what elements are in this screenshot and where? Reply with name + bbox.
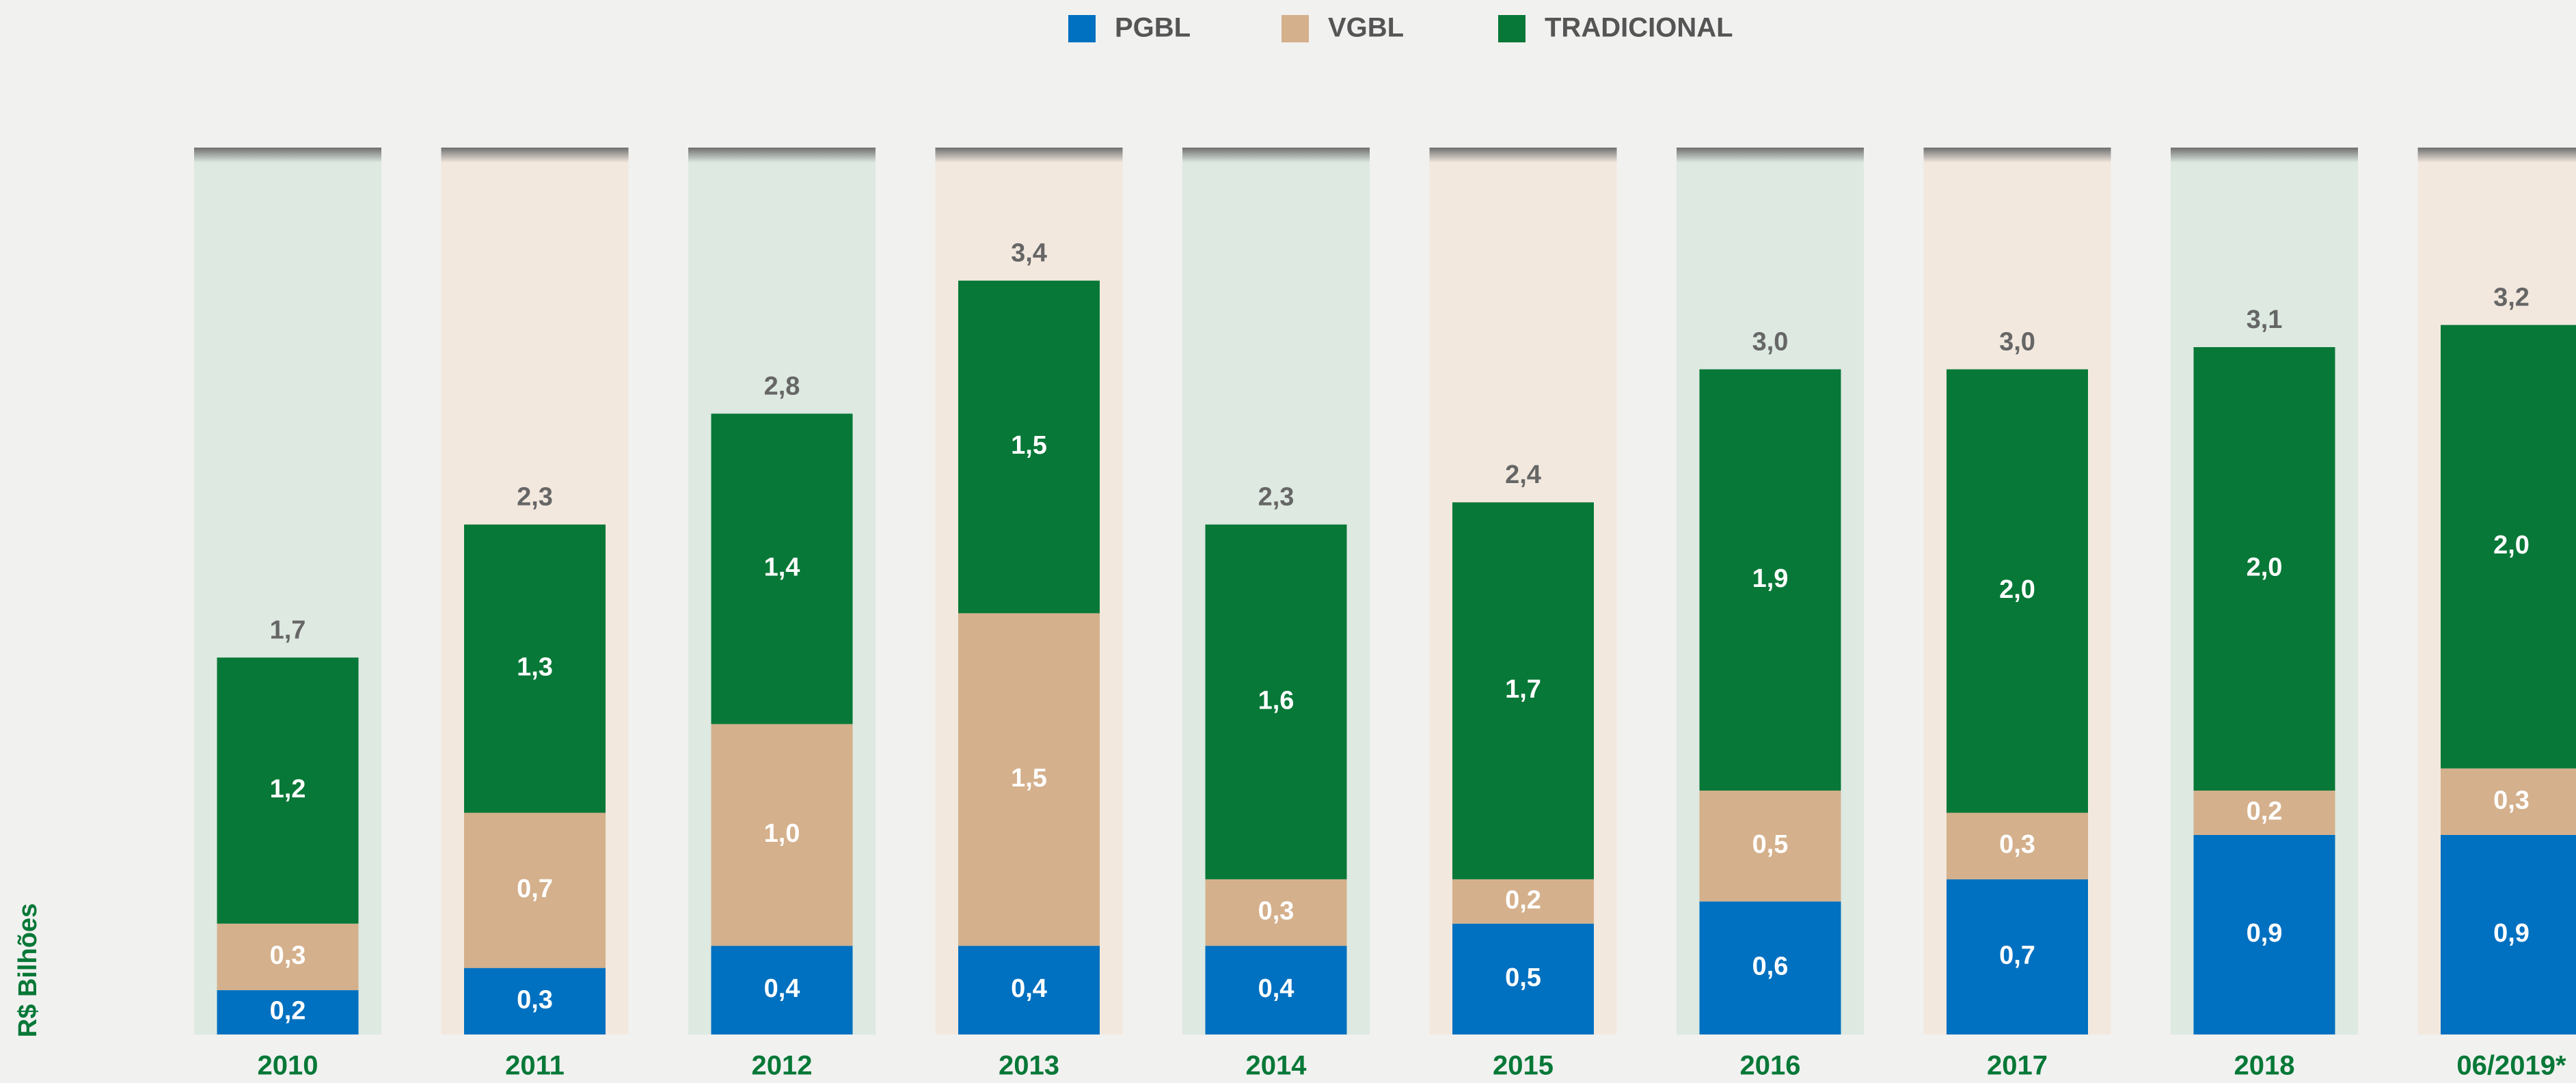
bar-value-label: 0,4	[764, 974, 800, 1003]
bar-segment	[1947, 369, 2088, 813]
legend-swatch	[1498, 15, 1526, 42]
bar-segment	[1205, 879, 1347, 946]
bar-segment	[958, 613, 1100, 946]
total-label: 3,2	[2493, 284, 2530, 312]
bar-value-label: 0,2	[2247, 797, 2283, 826]
bar-segment	[464, 524, 606, 813]
x-tick-label: 2013	[999, 1051, 1059, 1081]
bar-segment	[2441, 768, 2576, 835]
bar-segment	[464, 812, 606, 968]
bar-value-label: 0,9	[2493, 919, 2530, 948]
bar-value-label: 0,4	[1011, 974, 1047, 1003]
bar-segment	[2441, 834, 2576, 1034]
bar-value-label: 0,3	[1258, 897, 1294, 926]
bar-segment	[958, 946, 1100, 1034]
column-top-shade	[2171, 148, 2358, 163]
column-top-shade	[1677, 148, 1864, 163]
bar-value-label: 0,4	[1258, 974, 1294, 1003]
bar-segment	[1699, 369, 1841, 791]
legend-label: TRADICIONAL	[1545, 13, 1733, 43]
bar-segment	[2193, 791, 2335, 835]
column-top-shade	[1429, 148, 1617, 163]
x-tick-label: 2017	[1987, 1051, 2048, 1081]
y-axis-label: R$ Bilhões	[14, 903, 42, 1037]
bar-segment	[711, 413, 853, 724]
column-top-shade	[194, 148, 381, 163]
bar-value-label: 0,3	[1999, 830, 2035, 859]
bar-value-label: 0,2	[1505, 886, 1541, 914]
column-top-shade	[2417, 148, 2576, 163]
bar-segment	[1699, 901, 1841, 1034]
total-label: 3,0	[1752, 328, 1789, 357]
bar-value-label: 1,6	[1258, 686, 1294, 715]
total-label: 3,0	[1999, 328, 2035, 357]
legend-label: PGBL	[1115, 13, 1191, 43]
bar-segment	[2193, 347, 2335, 791]
bar-segment	[1452, 879, 1594, 924]
bar-segment	[1205, 946, 1347, 1034]
bar-segment	[711, 946, 853, 1034]
x-tick-label: 2015	[1493, 1051, 1554, 1081]
bar-value-label: 1,4	[764, 553, 800, 582]
bar-segment	[958, 280, 1100, 614]
bar-value-label: 1,5	[1011, 764, 1047, 793]
bar-segment	[1452, 502, 1594, 879]
bar-value-label: 0,2	[270, 997, 306, 1026]
bar-segment	[1947, 812, 2088, 879]
x-tick-label: 2016	[1740, 1051, 1801, 1081]
column-top-shade	[935, 148, 1123, 163]
bar-value-label: 2,0	[1999, 575, 2035, 604]
bar-value-label: 0,6	[1752, 952, 1789, 981]
bar-segment	[711, 724, 853, 946]
bar-segment	[2193, 834, 2335, 1034]
total-label: 2,3	[517, 483, 553, 512]
total-label: 3,4	[1011, 239, 1047, 268]
bar-value-label: 0,5	[1752, 830, 1789, 859]
bar-value-label: 2,0	[2493, 531, 2530, 560]
total-label: 1,7	[270, 616, 306, 644]
x-tick-label: 2014	[1246, 1051, 1307, 1081]
x-tick-label: 2010	[258, 1051, 318, 1081]
bar-value-label: 0,7	[1999, 941, 2035, 970]
bar-segment	[217, 990, 359, 1034]
bar-segment	[1205, 524, 1347, 879]
bar-value-label: 0,3	[270, 941, 306, 970]
bar-value-label: 1,0	[764, 819, 800, 848]
total-label: 2,3	[1258, 483, 1294, 512]
bar-segment	[217, 657, 359, 924]
column-top-shade	[1182, 148, 1370, 163]
x-tick-label: 2012	[752, 1051, 813, 1081]
bar-segment	[1452, 923, 1594, 1034]
bar-segment	[1699, 791, 1841, 902]
bar-value-label: 1,7	[1505, 675, 1541, 704]
bar-value-label: 1,9	[1752, 564, 1789, 593]
total-label: 2,8	[764, 372, 800, 400]
legend-label: VGBL	[1328, 13, 1404, 43]
bar-value-label: 1,5	[1011, 431, 1047, 460]
total-label: 2,4	[1505, 461, 1541, 489]
bar-segment	[2441, 325, 2576, 769]
x-tick-label: 2018	[2234, 1051, 2295, 1081]
bar-value-label: 1,3	[517, 653, 553, 682]
bar-value-label: 0,3	[517, 985, 553, 1014]
x-tick-label: 06/2019*	[2456, 1051, 2566, 1081]
bar-value-label: 1,2	[270, 775, 306, 804]
total-label: 3,1	[2247, 305, 2283, 334]
legend-swatch	[1068, 15, 1096, 42]
bar-value-label: 0,7	[517, 875, 553, 903]
column-top-shade	[441, 148, 629, 163]
bar-value-label: 0,9	[2247, 919, 2283, 948]
column-top-shade	[1923, 148, 2111, 163]
legend-swatch	[1282, 15, 1309, 42]
bar-value-label: 2,0	[2247, 553, 2283, 582]
bar-segment	[1947, 879, 2088, 1034]
bar-value-label: 0,5	[1505, 963, 1541, 992]
bar-value-label: 0,3	[2493, 786, 2530, 814]
bar-segment	[217, 923, 359, 991]
x-tick-label: 2011	[505, 1051, 565, 1081]
column-top-shade	[688, 148, 876, 163]
bar-segment	[464, 968, 606, 1034]
